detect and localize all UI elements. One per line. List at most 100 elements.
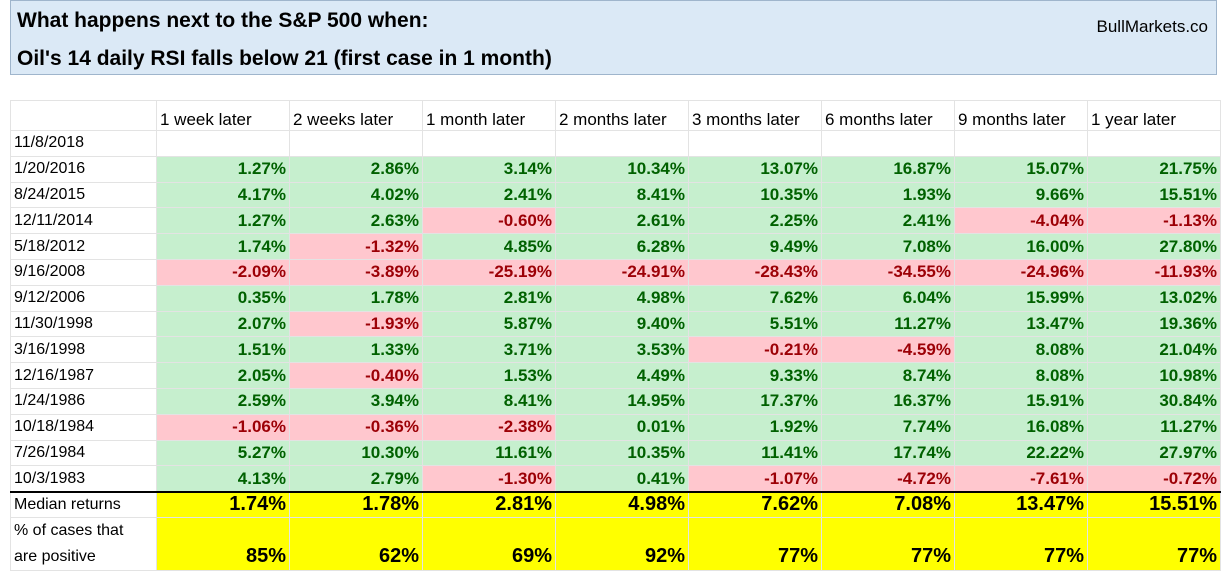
return-cell[interactable]: 8.41% [422, 387, 556, 415]
row-date[interactable]: 8/24/2015 [10, 181, 157, 209]
row-date[interactable]: 11/8/2018 [10, 130, 157, 157]
median-cell[interactable]: 1.78% [289, 490, 423, 518]
return-cell[interactable]: 13.47% [954, 310, 1088, 338]
return-cell[interactable]: -0.40% [289, 362, 423, 389]
median-cell[interactable]: 1.74% [156, 490, 290, 518]
median-label[interactable]: Median returns [10, 490, 157, 518]
return-cell[interactable]: -3.89% [289, 258, 423, 286]
return-cell[interactable]: -1.07% [688, 465, 822, 493]
return-cell[interactable]: -4.72% [821, 465, 955, 493]
return-cell[interactable]: 17.37% [688, 387, 822, 415]
return-cell[interactable]: 4.17% [156, 181, 290, 209]
median-cell[interactable]: 4.98% [555, 490, 689, 518]
return-cell[interactable]: 21.04% [1087, 336, 1221, 364]
return-cell[interactable]: 0.01% [555, 413, 689, 441]
return-cell[interactable] [954, 130, 1088, 157]
return-cell[interactable]: 14.95% [555, 387, 689, 415]
return-cell[interactable]: -1.13% [1087, 207, 1221, 235]
return-cell[interactable]: -2.38% [422, 413, 556, 441]
median-cell[interactable]: 15.51% [1087, 490, 1221, 518]
return-cell[interactable]: 2.05% [156, 362, 290, 389]
return-cell[interactable]: 7.74% [821, 413, 955, 441]
row-date[interactable]: 3/16/1998 [10, 336, 157, 364]
row-date[interactable]: 1/20/2016 [10, 155, 157, 183]
return-cell[interactable]: 19.36% [1087, 310, 1221, 338]
return-cell[interactable]: -1.06% [156, 413, 290, 441]
positive-cell[interactable]: 92% [555, 516, 689, 571]
return-cell[interactable]: 2.61% [555, 207, 689, 235]
return-cell[interactable]: 2.63% [289, 207, 423, 235]
row-date[interactable]: 7/26/1984 [10, 439, 157, 467]
return-cell[interactable]: 5.27% [156, 439, 290, 467]
row-date[interactable]: 9/12/2006 [10, 284, 157, 312]
return-cell[interactable]: 8.74% [821, 362, 955, 389]
return-cell[interactable]: 2.07% [156, 310, 290, 338]
return-cell[interactable]: 15.91% [954, 387, 1088, 415]
positive-cell[interactable]: 77% [821, 516, 955, 571]
return-cell[interactable]: 1.74% [156, 233, 290, 260]
return-cell[interactable]: -0.36% [289, 413, 423, 441]
return-cell[interactable]: 11.61% [422, 439, 556, 467]
return-cell[interactable]: 11.41% [688, 439, 822, 467]
header-corner[interactable] [10, 100, 157, 131]
return-cell[interactable]: 7.62% [688, 284, 822, 312]
return-cell[interactable]: 7.08% [821, 233, 955, 260]
positive-cell[interactable]: 77% [688, 516, 822, 571]
return-cell[interactable]: 1.92% [688, 413, 822, 441]
positive-cell[interactable]: 62% [289, 516, 423, 571]
column-header[interactable]: 1 week later [156, 100, 290, 131]
return-cell[interactable]: 2.41% [422, 181, 556, 209]
return-cell[interactable]: 27.80% [1087, 233, 1221, 260]
return-cell[interactable]: -1.93% [289, 310, 423, 338]
median-cell[interactable]: 7.62% [688, 490, 822, 518]
column-header[interactable]: 1 year later [1087, 100, 1221, 131]
return-cell[interactable]: 3.53% [555, 336, 689, 364]
return-cell[interactable]: -1.30% [422, 465, 556, 493]
return-cell[interactable]: 1.33% [289, 336, 423, 364]
return-cell[interactable]: 3.14% [422, 155, 556, 183]
return-cell[interactable]: 1.51% [156, 336, 290, 364]
return-cell[interactable]: 1.27% [156, 155, 290, 183]
median-cell[interactable]: 13.47% [954, 490, 1088, 518]
return-cell[interactable]: -28.43% [688, 258, 822, 286]
return-cell[interactable]: 1.78% [289, 284, 423, 312]
return-cell[interactable]: 4.85% [422, 233, 556, 260]
return-cell[interactable]: 9.33% [688, 362, 822, 389]
column-header[interactable]: 3 months later [688, 100, 822, 131]
return-cell[interactable]: -24.91% [555, 258, 689, 286]
median-cell[interactable]: 2.81% [422, 490, 556, 518]
positive-cell[interactable]: 77% [1087, 516, 1221, 571]
return-cell[interactable]: 5.87% [422, 310, 556, 338]
return-cell[interactable]: 2.86% [289, 155, 423, 183]
return-cell[interactable]: 2.25% [688, 207, 822, 235]
return-cell[interactable]: 1.53% [422, 362, 556, 389]
return-cell[interactable]: 13.07% [688, 155, 822, 183]
return-cell[interactable]: 4.13% [156, 465, 290, 493]
return-cell[interactable]: 10.35% [555, 439, 689, 467]
return-cell[interactable]: 16.87% [821, 155, 955, 183]
return-cell[interactable]: 0.35% [156, 284, 290, 312]
return-cell[interactable]: 10.34% [555, 155, 689, 183]
return-cell[interactable]: 22.22% [954, 439, 1088, 467]
return-cell[interactable] [1087, 130, 1221, 157]
return-cell[interactable]: 27.97% [1087, 439, 1221, 467]
return-cell[interactable]: 1.27% [156, 207, 290, 235]
return-cell[interactable] [555, 130, 689, 157]
return-cell[interactable]: 16.08% [954, 413, 1088, 441]
return-cell[interactable]: -0.21% [688, 336, 822, 364]
return-cell[interactable]: 4.49% [555, 362, 689, 389]
return-cell[interactable]: 9.40% [555, 310, 689, 338]
row-date[interactable]: 1/24/1986 [10, 387, 157, 415]
return-cell[interactable]: 10.30% [289, 439, 423, 467]
return-cell[interactable] [422, 130, 556, 157]
return-cell[interactable]: 16.00% [954, 233, 1088, 260]
column-header[interactable]: 1 month later [422, 100, 556, 131]
return-cell[interactable]: -4.04% [954, 207, 1088, 235]
return-cell[interactable]: 13.02% [1087, 284, 1221, 312]
return-cell[interactable]: 9.49% [688, 233, 822, 260]
return-cell[interactable]: -0.60% [422, 207, 556, 235]
row-date[interactable]: 11/30/1998 [10, 310, 157, 338]
return-cell[interactable]: 15.99% [954, 284, 1088, 312]
return-cell[interactable]: 6.04% [821, 284, 955, 312]
return-cell[interactable] [821, 130, 955, 157]
